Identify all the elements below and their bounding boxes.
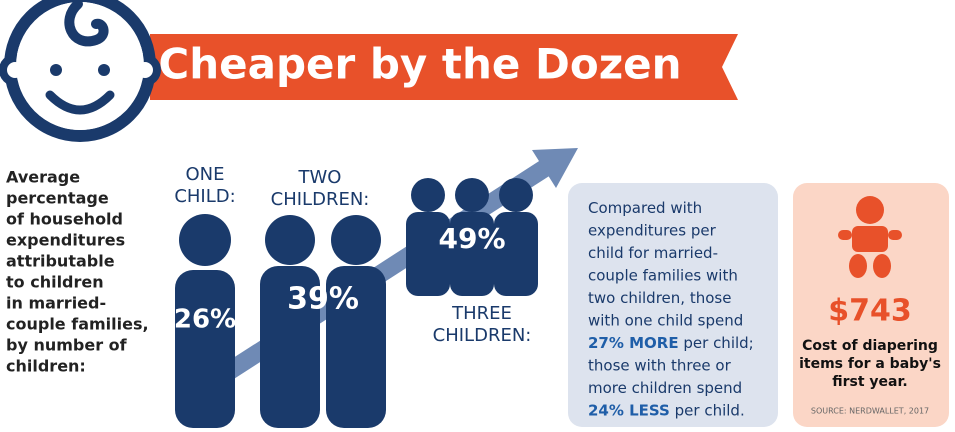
baby-face-icon	[0, 0, 161, 142]
comparison-text: more children spend	[588, 379, 742, 397]
comparison-line: expenditures per	[588, 221, 717, 239]
comparison-text: two children, those	[588, 289, 731, 307]
comparison-line: Compared with	[588, 199, 702, 217]
baby-icon	[838, 196, 902, 278]
description-line: attributable	[6, 252, 115, 271]
group-label: CHILDREN:	[271, 189, 370, 210]
diaper-amount: $743	[828, 294, 912, 329]
description-line: children:	[6, 357, 86, 376]
description-line: percentage	[6, 189, 109, 208]
title: Cheaper by the Dozen	[158, 40, 681, 89]
description-line: in married-	[6, 294, 106, 313]
description-line: of household	[6, 210, 123, 229]
comparison-line: 24% LESS per child.	[588, 401, 745, 419]
group-percent: 26%	[174, 305, 236, 335]
group-percent: 39%	[287, 282, 359, 317]
group-label: CHILDREN:	[433, 325, 532, 346]
description-line: couple families,	[6, 315, 149, 334]
group-label: ONE	[185, 164, 224, 185]
comparison-text: Compared with	[588, 199, 702, 217]
comparison-line: child for married-	[588, 244, 718, 262]
description-line: expenditures	[6, 231, 125, 250]
comparison-text: couple families with	[588, 266, 738, 284]
comparison-box	[568, 183, 778, 427]
comparison-line: with one child spend	[588, 311, 743, 329]
comparison-text: per child.	[670, 401, 745, 419]
comparison-line: more children spend	[588, 379, 742, 397]
description-line: Average	[6, 168, 80, 187]
diaper-caption: items for a baby's	[799, 356, 941, 372]
comparison-text: per child;	[679, 334, 754, 352]
emphasis: 24% LESS	[588, 401, 670, 419]
group-label: THREE	[451, 303, 512, 324]
source: SOURCE: NERDWALLET, 2017	[811, 407, 929, 416]
comparison-line: two children, those	[588, 289, 731, 307]
comparison-text: child for married-	[588, 244, 718, 262]
comparison-text: those with three or	[588, 356, 732, 374]
people-icons	[175, 178, 538, 428]
comparison-line: couple families with	[588, 266, 738, 284]
diaper-caption: first year.	[832, 374, 907, 390]
description-line: to children	[6, 273, 104, 292]
comparison-text: with one child spend	[588, 311, 743, 329]
group-label: TWO	[298, 167, 342, 188]
emphasis: 27% MORE	[588, 334, 679, 352]
diaper-caption: Cost of diapering	[802, 338, 938, 354]
comparison-line: those with three or	[588, 356, 732, 374]
comparison-line: 27% MORE per child;	[588, 334, 754, 352]
comparison-text: expenditures per	[588, 221, 717, 239]
description-line: by number of	[6, 336, 128, 355]
title-banner	[150, 34, 738, 100]
group-label: CHILD:	[174, 186, 235, 207]
group-percent: 49%	[438, 222, 505, 255]
diaper-box	[793, 183, 949, 427]
